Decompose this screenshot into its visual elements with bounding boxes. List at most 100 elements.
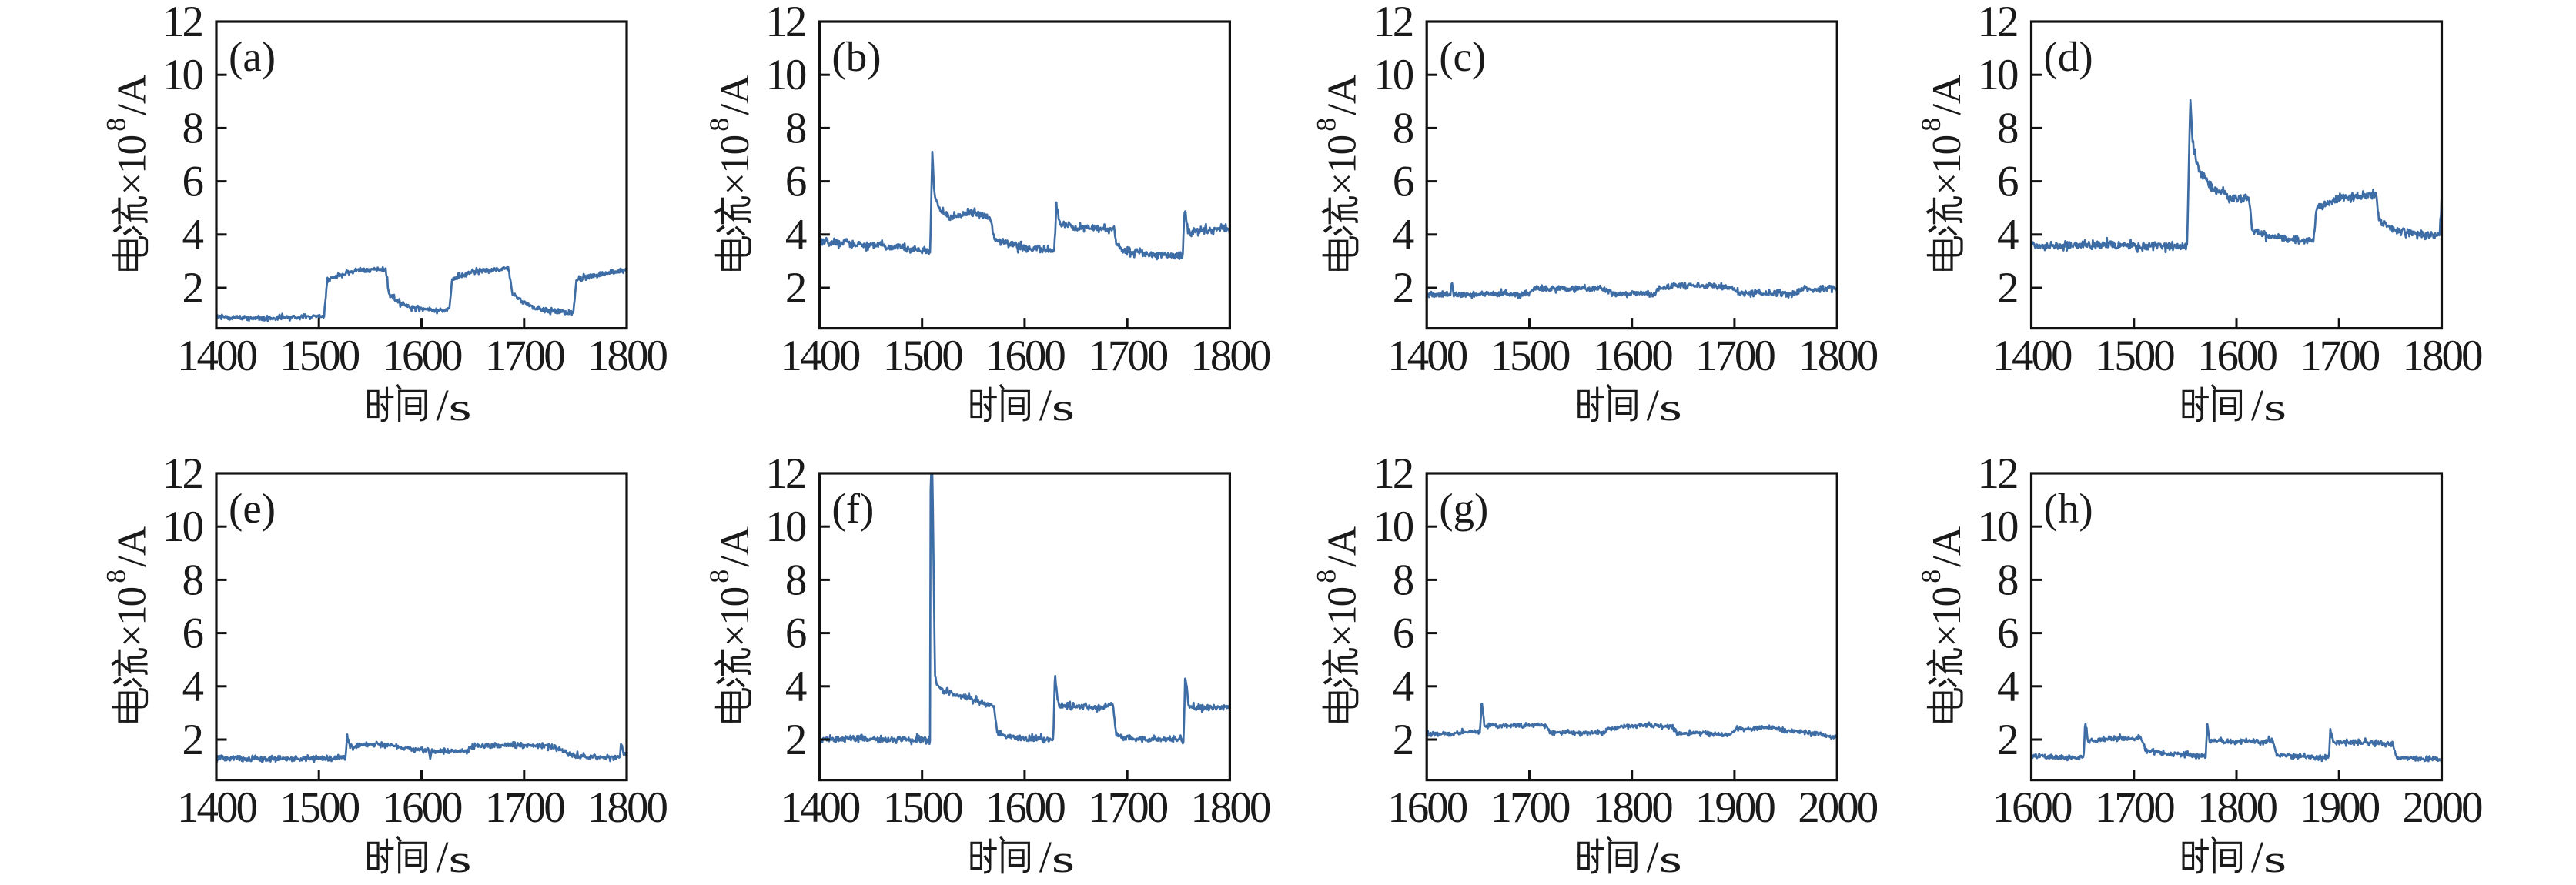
svg-text:s: s xyxy=(1659,386,1682,429)
svg-text:×10: ×10 xyxy=(1320,587,1365,646)
svg-text:×10: ×10 xyxy=(713,587,758,646)
svg-text:×10: ×10 xyxy=(1925,135,1969,195)
svg-text:8: 8 xyxy=(182,556,203,604)
svg-text:8: 8 xyxy=(101,118,132,132)
svg-text:/A: /A xyxy=(1320,75,1365,115)
svg-text:s: s xyxy=(1659,838,1682,880)
svg-text:1700: 1700 xyxy=(485,332,565,380)
svg-text:1800: 1800 xyxy=(587,332,667,380)
svg-text:(a): (a) xyxy=(229,33,276,80)
svg-text:10: 10 xyxy=(765,503,806,551)
svg-text:1600: 1600 xyxy=(985,783,1066,832)
svg-text:1800: 1800 xyxy=(1190,783,1270,832)
svg-text:/A: /A xyxy=(1925,526,1969,567)
svg-text:(g): (g) xyxy=(1439,485,1488,532)
svg-text:(b): (b) xyxy=(831,33,881,80)
svg-text:8: 8 xyxy=(1393,104,1413,152)
svg-text:2000: 2000 xyxy=(1798,783,1878,832)
svg-text:/A: /A xyxy=(1320,526,1365,567)
svg-text:4: 4 xyxy=(182,663,204,711)
svg-text:1700: 1700 xyxy=(1088,332,1168,380)
svg-text:8: 8 xyxy=(1311,569,1342,583)
svg-text:4: 4 xyxy=(785,663,807,711)
svg-text:4: 4 xyxy=(1393,663,1414,711)
svg-text:/: / xyxy=(2251,832,2264,881)
svg-text:1500: 1500 xyxy=(883,783,963,832)
svg-text:1600: 1600 xyxy=(383,332,463,380)
svg-text:1800: 1800 xyxy=(1190,332,1270,380)
svg-text:1500: 1500 xyxy=(279,332,360,380)
svg-text:2: 2 xyxy=(182,264,202,312)
svg-text:6: 6 xyxy=(785,158,806,206)
svg-text:1800: 1800 xyxy=(1798,332,1878,380)
svg-text:/A: /A xyxy=(713,75,758,115)
svg-text:1700: 1700 xyxy=(1088,783,1168,832)
svg-text:×10: ×10 xyxy=(110,587,155,646)
svg-text:8: 8 xyxy=(101,569,132,583)
svg-text:1800: 1800 xyxy=(1593,783,1673,832)
svg-text:1600: 1600 xyxy=(383,783,463,832)
svg-text:12: 12 xyxy=(1978,449,2018,498)
svg-text:12: 12 xyxy=(1373,449,1413,498)
svg-text:(c): (c) xyxy=(1439,33,1486,80)
svg-text:10: 10 xyxy=(1373,51,1413,99)
svg-text:8: 8 xyxy=(1997,556,2018,604)
svg-text:/: / xyxy=(1647,832,1660,881)
svg-text:1900: 1900 xyxy=(1695,783,1775,832)
svg-text:1700: 1700 xyxy=(2095,783,2175,832)
svg-text:10: 10 xyxy=(162,503,203,551)
svg-text:4: 4 xyxy=(785,211,807,259)
svg-text:8: 8 xyxy=(785,556,806,604)
svg-text:10: 10 xyxy=(1373,503,1413,551)
svg-text:/: / xyxy=(437,832,450,881)
svg-text:6: 6 xyxy=(785,609,806,658)
svg-text:1800: 1800 xyxy=(587,783,667,832)
svg-text:1400: 1400 xyxy=(780,783,860,832)
svg-text:12: 12 xyxy=(162,0,202,46)
svg-text:8: 8 xyxy=(1915,569,1946,583)
svg-text:1400: 1400 xyxy=(177,332,257,380)
svg-text:2000: 2000 xyxy=(2403,783,2483,832)
svg-text:8: 8 xyxy=(1393,556,1413,604)
svg-text:1600: 1600 xyxy=(1387,783,1467,832)
svg-text:×10: ×10 xyxy=(1925,587,1969,646)
svg-text:1600: 1600 xyxy=(1992,783,2073,832)
svg-text:12: 12 xyxy=(1978,0,2018,46)
svg-text:2: 2 xyxy=(785,716,805,764)
svg-text:/: / xyxy=(1039,832,1052,881)
svg-text:2: 2 xyxy=(1997,264,2017,312)
svg-text:/A: /A xyxy=(713,526,758,567)
svg-text:12: 12 xyxy=(765,449,805,498)
svg-text:1400: 1400 xyxy=(780,332,860,380)
svg-text:10: 10 xyxy=(162,51,203,99)
svg-text:1500: 1500 xyxy=(2095,332,2175,380)
svg-text:12: 12 xyxy=(765,0,805,46)
svg-text:2: 2 xyxy=(1997,716,2017,764)
svg-text:6: 6 xyxy=(182,158,203,206)
svg-text:1700: 1700 xyxy=(1695,332,1775,380)
svg-text:s: s xyxy=(2263,838,2287,880)
svg-text:8: 8 xyxy=(1311,118,1342,132)
svg-text:s: s xyxy=(2263,386,2287,429)
svg-text:1400: 1400 xyxy=(1992,332,2073,380)
svg-text:6: 6 xyxy=(182,609,203,658)
svg-text:1500: 1500 xyxy=(279,783,360,832)
svg-text:1400: 1400 xyxy=(1387,332,1467,380)
svg-text:12: 12 xyxy=(162,449,202,498)
svg-text:10: 10 xyxy=(1978,51,2019,99)
svg-text:6: 6 xyxy=(1393,158,1413,206)
svg-text:4: 4 xyxy=(1997,663,2019,711)
svg-text:12: 12 xyxy=(1373,0,1413,46)
svg-text:s: s xyxy=(449,838,472,880)
svg-text:8: 8 xyxy=(704,118,734,132)
svg-text:/A: /A xyxy=(1925,75,1969,115)
svg-text:2: 2 xyxy=(1393,716,1413,764)
svg-text:×10: ×10 xyxy=(713,135,758,195)
svg-text:10: 10 xyxy=(1978,503,2019,551)
svg-text:6: 6 xyxy=(1997,609,2018,658)
svg-text:1700: 1700 xyxy=(485,783,565,832)
svg-text:1500: 1500 xyxy=(883,332,963,380)
svg-text:1400: 1400 xyxy=(177,783,257,832)
svg-text:6: 6 xyxy=(1997,158,2018,206)
svg-text:10: 10 xyxy=(765,51,806,99)
